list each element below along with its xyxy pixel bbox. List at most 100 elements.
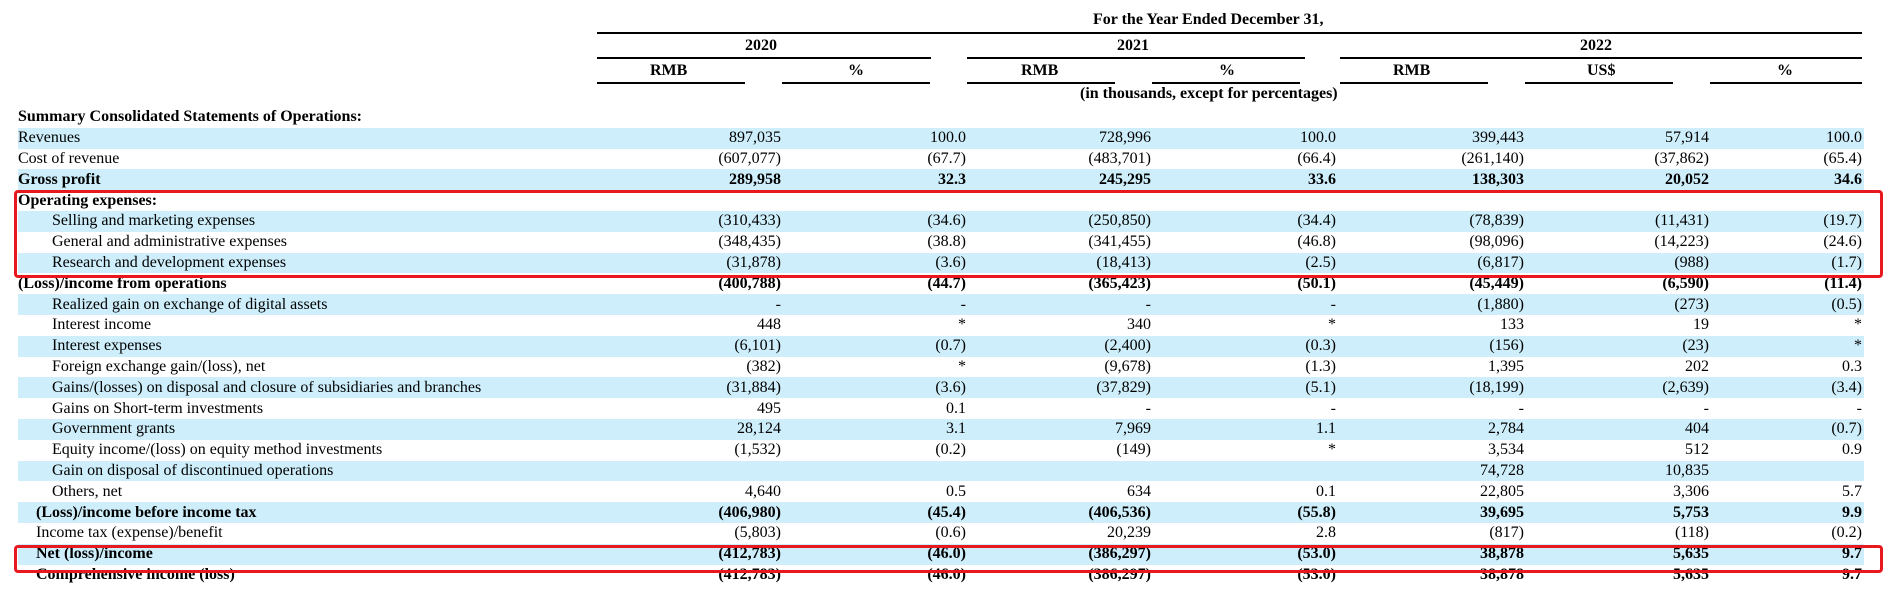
row-value: (1,532)	[734, 441, 781, 459]
row-value: (365,423)	[1088, 274, 1151, 292]
year-2020-label: 2020	[745, 37, 777, 54]
row-value: 10,835	[1526, 460, 1711, 482]
row-value: 34.6	[1711, 169, 1864, 191]
table-row: Operating expenses:	[18, 190, 1864, 211]
row-value: (44.7)	[927, 274, 966, 292]
row-value: (0.2)	[935, 441, 966, 459]
col-header-2021-pct: %	[1219, 62, 1235, 79]
row-value: (19.7)	[1711, 210, 1864, 232]
row-value	[783, 190, 968, 211]
row-value: 38,878	[1338, 543, 1526, 565]
row-value: (2.5)	[1153, 252, 1338, 274]
row-value: (382)	[746, 357, 781, 375]
row-value: (5,803)	[734, 524, 781, 542]
row-value	[1526, 107, 1711, 128]
row-value: -	[1518, 399, 1524, 417]
row-value: (0.2)	[1831, 524, 1862, 542]
table-row: Research and development expenses (31,878…	[18, 252, 1864, 274]
row-value: (261,140)	[1461, 149, 1524, 167]
row-value: 9.7	[1842, 565, 1862, 583]
row-value	[598, 460, 783, 482]
year-2022-rule	[1340, 57, 1862, 59]
row-value: 1,395	[1488, 357, 1524, 375]
row-value: 2.8	[1316, 524, 1336, 542]
col-header-2020-pct: %	[848, 62, 864, 79]
row-value: (9,678)	[1104, 357, 1151, 375]
row-value: (0.7)	[1711, 418, 1864, 440]
row-value: (3.4)	[1711, 377, 1864, 399]
row-value: (406,536)	[968, 502, 1153, 523]
row-value: (37,829)	[968, 377, 1153, 399]
table-row: Income tax (expense)/benefit (5,803) (0.6)…	[18, 523, 1864, 544]
row-label: (Loss)/income from operations	[18, 274, 227, 292]
row-value: (45,449)	[1469, 274, 1524, 292]
table-row: Comprehensive income (loss) (412,783) (46.…	[18, 565, 1864, 586]
table-row: Realized gain on exchange of digital ass…	[18, 294, 1864, 315]
row-value	[1338, 107, 1526, 128]
col-rule-1	[597, 82, 745, 84]
row-value	[1338, 190, 1526, 211]
row-value: (34.6)	[783, 210, 968, 232]
row-label: Revenues	[18, 127, 598, 149]
row-value: (386,297)	[1088, 565, 1151, 583]
table-row: Revenues 897,035 100.0 728,996 100.0 399,443 5…	[18, 127, 1864, 149]
table-row: (Loss)/income from operations (400,788) (4…	[18, 273, 1864, 294]
row-value: (46.8)	[1297, 233, 1336, 251]
row-value: (483,701)	[1088, 149, 1151, 167]
table-row: Others, net 4,640 0.5 634 0.1 22,805 3,306 5.7	[18, 481, 1864, 502]
row-value: (0.3)	[1153, 335, 1338, 357]
row-value: 202	[1685, 357, 1709, 375]
row-value: (24.6)	[1823, 233, 1862, 251]
row-value: (6,817)	[1338, 252, 1526, 274]
row-value: 0.1	[946, 399, 966, 417]
row-label: Income tax (expense)/benefit	[36, 524, 223, 542]
row-value: 138,303	[1338, 169, 1526, 191]
row-value: 100.0	[783, 127, 968, 149]
row-value: 5,635	[1526, 543, 1711, 565]
row-value: (0.7)	[783, 335, 968, 357]
row-value: -	[783, 294, 968, 315]
row-value: (6,101)	[598, 335, 783, 357]
row-value: (1,880)	[1338, 294, 1526, 315]
row-value: (310,433)	[598, 210, 783, 232]
row-value: -	[1703, 399, 1709, 417]
row-label: Gross profit	[18, 169, 598, 191]
row-value: (67.7)	[927, 149, 966, 167]
row-value: (2,639)	[1526, 377, 1711, 399]
row-value: 404	[1526, 418, 1711, 440]
col-header-2022-rmb: RMB	[1393, 62, 1431, 79]
row-value: 9.7	[1711, 543, 1864, 565]
row-label: Operating expenses:	[18, 191, 158, 209]
row-value: (37,862)	[1654, 149, 1709, 167]
year-2022-label: 2022	[1580, 37, 1612, 54]
row-label: General and administrative expenses	[52, 233, 288, 251]
row-value: 3.1	[783, 418, 968, 440]
row-label: Gains/(losses) on disposal and closure o…	[18, 377, 598, 399]
row-value: -	[968, 294, 1153, 315]
table-row: Gains on Short-term investments 495 0.1 - - -…	[18, 398, 1864, 419]
row-value: (11,431)	[1526, 210, 1711, 232]
row-value: 7,969	[968, 418, 1153, 440]
row-value: (53.0)	[1153, 543, 1338, 565]
row-value	[1711, 107, 1864, 128]
row-value: (412,783)	[718, 565, 781, 583]
row-value: (18,199)	[1338, 377, 1526, 399]
row-value: (46.0)	[927, 565, 966, 583]
table-row: (Loss)/income before income tax (406,980)…	[18, 502, 1864, 523]
row-value: (98,096)	[1469, 233, 1524, 251]
table-row: Selling and marketing expenses (310,433)(…	[18, 210, 1864, 232]
row-value: 728,996	[968, 127, 1153, 149]
row-value: (406,980)	[598, 502, 783, 523]
row-label: Selling and marketing expenses	[18, 210, 598, 232]
row-value: 289,958	[598, 169, 783, 191]
row-label: Cost of revenue	[18, 149, 120, 167]
row-value	[1153, 107, 1338, 128]
table-row: Summary Consolidated Statements of Opera…	[18, 107, 1864, 128]
row-value	[783, 460, 968, 482]
row-value: (65.4)	[1823, 149, 1862, 167]
row-value: (2,400)	[968, 335, 1153, 357]
col-rule-7	[1710, 82, 1862, 84]
row-value: (1.3)	[1305, 357, 1336, 375]
col-rule-6	[1525, 82, 1673, 84]
row-value: 897,035	[598, 127, 783, 149]
